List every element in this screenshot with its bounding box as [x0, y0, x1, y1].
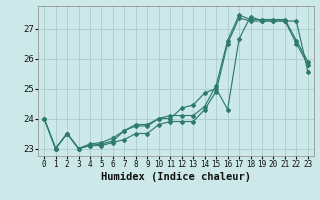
X-axis label: Humidex (Indice chaleur): Humidex (Indice chaleur) [101, 172, 251, 182]
